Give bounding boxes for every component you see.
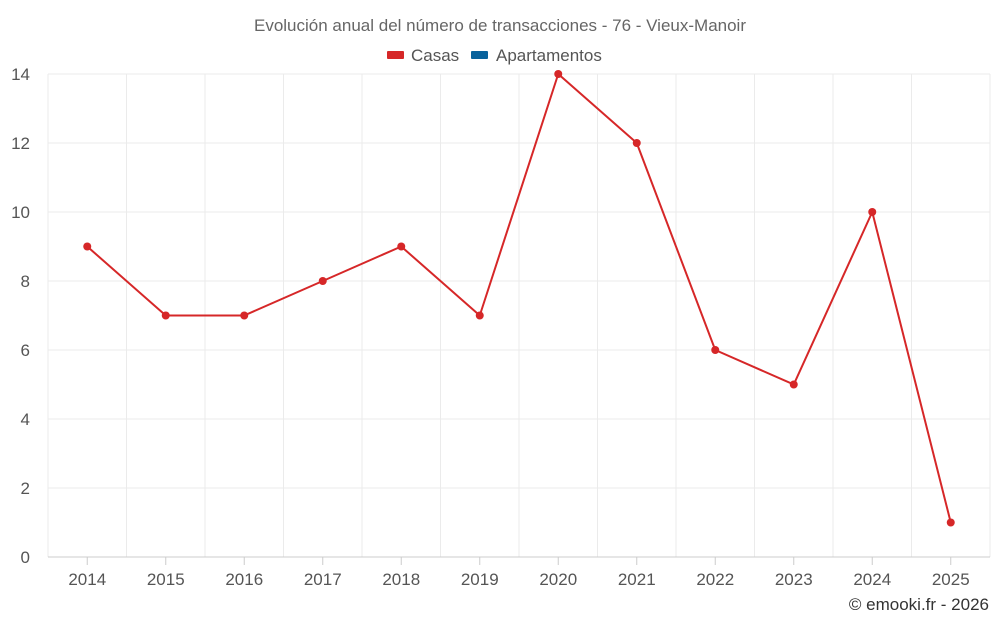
x-tick-label: 2021 [618,570,656,589]
legend: Casas Apartamentos [387,46,602,65]
data-point-2016[interactable] [240,311,249,320]
x-tick-label: 2014 [68,570,106,589]
data-point-2025[interactable] [946,518,955,527]
data-point-2019[interactable] [475,311,484,320]
y-tick-label: 2 [21,479,30,498]
x-tick-label: 2016 [225,570,263,589]
data-point-2021[interactable] [632,139,641,147]
data-point-2017[interactable] [318,277,327,285]
legend-swatch-casas [387,51,404,59]
data-point-2014[interactable] [83,242,92,251]
data-point-2018[interactable] [397,242,406,251]
legend-label-casas: Casas [411,46,459,65]
y-tick-label: 14 [11,65,30,84]
y-tick-label: 12 [11,134,30,153]
data-point-2022[interactable] [711,346,720,354]
y-tick-label: 4 [21,410,30,429]
y-tick-label: 8 [21,272,30,291]
x-tick-label: 2024 [853,570,891,589]
credit-text: © emooki.fr - 2026 [849,595,989,614]
x-tick-label: 2015 [147,570,185,589]
legend-item-apartamentos[interactable]: Apartamentos [471,46,602,65]
x-tick-label: 2022 [696,570,734,589]
x-tick-label: 2019 [461,570,499,589]
chart-title: Evolución anual del número de transaccio… [254,16,746,35]
data-point-2023[interactable] [789,380,798,389]
series-line-casas [86,73,952,523]
data-point-2015[interactable] [161,311,170,320]
x-tick-label: 2018 [382,570,420,589]
x-axis-ticks: 2014 2015 2016 2017 2018 2019 2020 2021 2022 2023… [68,557,970,589]
x-tick-label: 2017 [304,570,342,589]
x-gridlines [47,74,991,557]
y-tick-label: 0 [21,548,30,567]
y-tick-label: 10 [11,203,30,222]
series-layer [83,70,955,527]
x-tick-label: 2025 [932,570,970,589]
legend-swatch-apartamentos [471,51,488,59]
y-tick-label: 6 [21,341,30,360]
data-point-2020[interactable] [554,70,563,78]
legend-item-casas[interactable]: Casas [387,46,459,65]
legend-label-apartamentos: Apartamentos [496,46,602,65]
x-tick-label: 2023 [775,570,813,589]
x-tick-label: 2020 [539,570,577,589]
y-axis-ticks: 0 2 4 6 8 10 12 14 [11,65,30,567]
data-point-2024[interactable] [868,208,877,216]
